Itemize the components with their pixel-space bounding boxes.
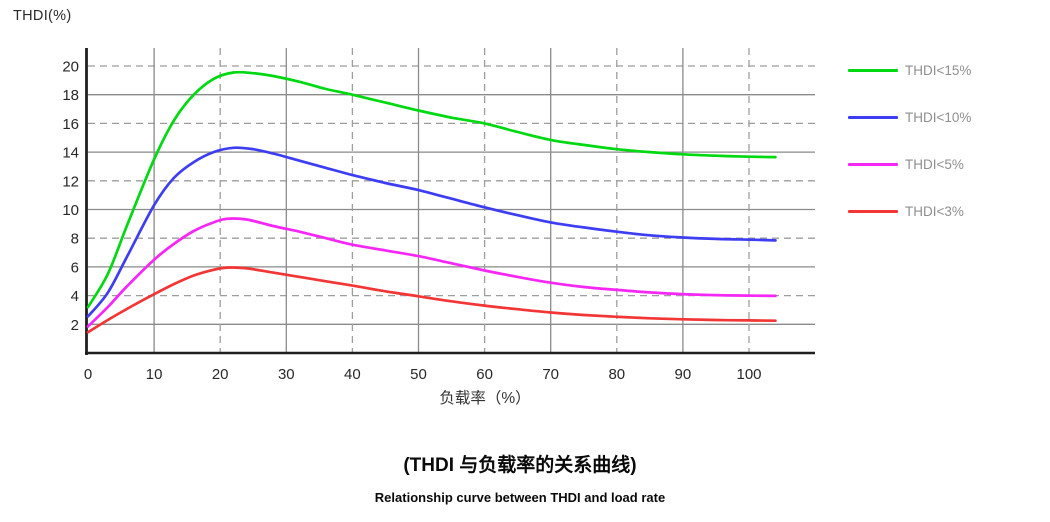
legend-label: THDI<3%	[905, 203, 964, 219]
y-tick-label-20: 20	[62, 59, 79, 76]
y-tick-label-12: 12	[62, 173, 79, 190]
legend-swatch-blue	[848, 115, 898, 119]
x-tick-label-10: 10	[146, 366, 163, 383]
x-tick-label-100: 100	[736, 366, 761, 383]
x-tick-label-50: 50	[410, 366, 427, 383]
x-tick-label-80: 80	[608, 366, 625, 383]
y-tick-label-14: 14	[62, 145, 79, 162]
y-axis-title: THDI(%)	[13, 8, 72, 24]
legend-label: THDI<10%	[905, 109, 972, 125]
thdi-load-rate-chart: 2 4 6 8 10 12 14 16 18 20 0 10 20 30 40 50 60 70 80 90 100	[62, 48, 815, 383]
x-tick-label-60: 60	[476, 366, 493, 383]
curve-thdi10	[86, 146, 777, 318]
legend-item-thdi-15: THDI<15%	[848, 60, 1048, 80]
legend-item-thdi-10: THDI<10%	[848, 107, 1048, 127]
x-tick-label-20: 20	[212, 366, 229, 383]
legend-label: THDI<15%	[905, 62, 972, 78]
y-tick-label-4: 4	[71, 288, 79, 305]
caption-chinese: (THDI 与负载率的关系曲线)	[403, 455, 637, 476]
x-tick-label-90: 90	[675, 366, 692, 383]
caption-english: Relationship curve between THDI and load…	[374, 490, 666, 505]
legend-swatch-magenta	[848, 162, 898, 166]
y-tick-label-18: 18	[62, 87, 79, 104]
y-tick-label-2: 2	[71, 317, 79, 334]
chart-legend: THDI<15% THDI<10% THDI<5% THDI<3%	[848, 60, 1048, 248]
x-tick-label-30: 30	[278, 366, 295, 383]
x-tick-label-40: 40	[344, 366, 361, 383]
y-tick-label-6: 6	[71, 259, 79, 276]
legend-swatch-green	[848, 68, 898, 72]
y-tick-label-10: 10	[62, 202, 79, 219]
legend-swatch-red	[848, 209, 898, 213]
curve-thdi15	[86, 70, 777, 309]
curve-thdi3	[86, 266, 777, 334]
y-tick-label-8: 8	[71, 231, 79, 248]
legend-item-thdi-5: THDI<5%	[848, 154, 1048, 174]
y-tick-label-16: 16	[62, 116, 79, 133]
x-axis-label: 负载率（%）	[439, 390, 531, 407]
legend-item-thdi-3: THDI<3%	[848, 201, 1048, 221]
x-tick-label-70: 70	[542, 366, 559, 383]
curve-thdi5	[86, 217, 777, 328]
x-tick-label-0: 0	[84, 366, 92, 383]
legend-label: THDI<5%	[905, 156, 964, 172]
